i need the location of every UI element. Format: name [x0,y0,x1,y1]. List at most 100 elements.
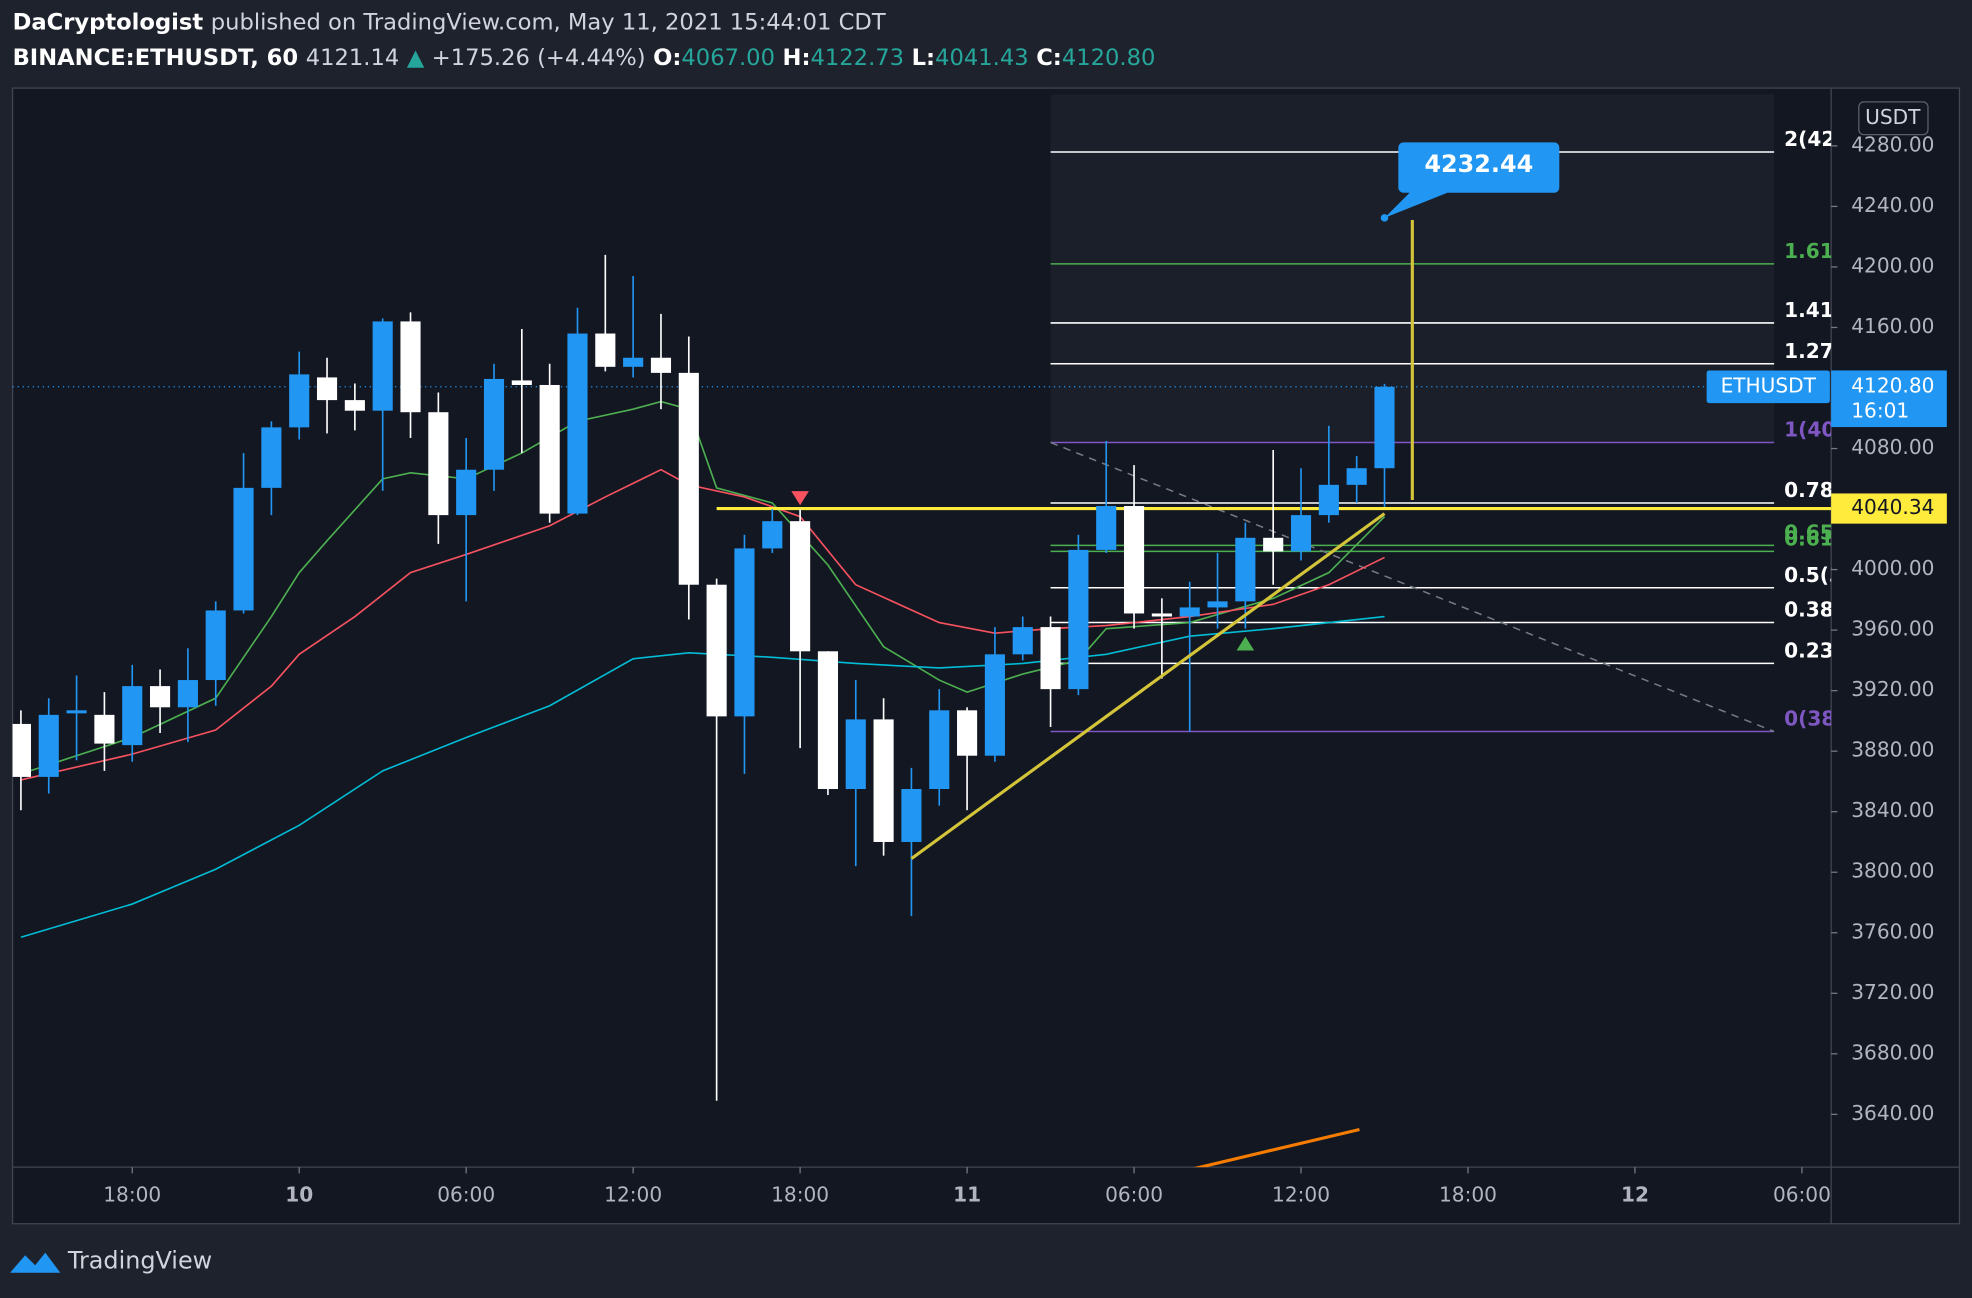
x-tick-label: 10 [285,1183,313,1207]
y-tick-label: 3760.00 [1851,919,1934,943]
candle-body [817,651,839,790]
hline-price-box [1831,493,1947,524]
candle-body [150,686,171,708]
x-tick-label: 18:00 [1439,1183,1497,1207]
candle-body [1151,613,1172,617]
y-tick-label: 4160.00 [1851,314,1934,338]
candle-body [957,710,978,756]
candle-body [66,710,87,714]
candle-body [790,521,811,652]
y-tick-label: 4000.00 [1851,556,1934,580]
candle-body [483,378,505,470]
candle-body [539,384,560,514]
x-tick-label: 18:00 [771,1183,829,1207]
target-label: 4232.44 [1424,150,1533,178]
candle-body [734,548,755,717]
unit-label: USDT [1865,105,1921,129]
candle-body [845,719,866,790]
fib-label: 0.5(3 [1784,563,1843,587]
candle-body [567,333,588,514]
candle-body [1123,506,1145,614]
y-tick-label: 3840.00 [1851,798,1934,822]
fib-label: 0.78 [1784,478,1834,502]
candle-body [595,333,616,367]
x-tick-label: 12 [1621,1183,1649,1207]
header-item: 4041.43 [935,44,1029,70]
author: DaCryptologist [13,9,204,35]
candle-body [901,789,922,842]
y-tick-label: 4080.00 [1851,435,1934,459]
signal-marker [791,491,809,506]
candle-body [1012,627,1033,655]
moving-average [20,615,1385,939]
candle-body [650,357,672,373]
published: published on TradingView.com, May 11, 20… [211,9,886,35]
header-item: L: [912,44,935,70]
brand: TradingView [67,1246,212,1274]
target-callout [1384,142,1560,218]
last-price-box [1831,370,1947,428]
candle-body [400,321,421,413]
y-tick-label: 3640.00 [1851,1101,1934,1125]
fib-label: 2(42 [1784,127,1835,151]
series-name-box [1706,370,1830,404]
header-item: O: [653,44,681,70]
y-tick-label: 3960.00 [1851,617,1934,641]
candle-body [678,372,699,585]
candle-body [428,412,449,516]
candle-body [873,719,894,842]
candle-body [706,584,727,717]
header-item: H: [783,44,811,70]
y-tick-label: 4280.00 [1851,132,1934,156]
candle-body [1040,627,1061,690]
y-tick-label: 3680.00 [1851,1040,1934,1064]
fib-label: 0.23 [1784,639,1834,663]
y-tick-label: 4240.00 [1851,193,1934,217]
candle-body [94,714,115,744]
candle-body [205,610,226,681]
candle-body [456,469,477,516]
y-tick-label: 3880.00 [1851,738,1934,762]
fib-label: 0.65 [1784,521,1834,545]
fib-trend [1050,441,1775,733]
header-item: 4067.00 [681,44,775,70]
header-item: 4121.14 [306,44,400,70]
candle-body [1318,484,1339,516]
candle-body [1207,601,1228,608]
overlay: 3640.00 3680.00 3720.00 3760.00 3800.00 3840.… [103,132,1947,1207]
candle-body [1346,468,1367,485]
fib-label: 0(38 [1784,707,1835,731]
fib-label: 1.41 [1784,298,1834,322]
candle-body [623,357,644,367]
header-item: ▲ [407,44,425,70]
fib-label: 0.38 [1784,598,1834,622]
candle-body [38,714,59,777]
y-tick-label: 3920.00 [1851,677,1934,701]
orange-line [1193,1127,1360,1168]
candle-body [1068,549,1089,690]
countdown: 16:01 [1851,398,1909,422]
candle-body [984,654,1005,756]
y-tick-label: 3720.00 [1851,980,1934,1004]
candle-body [1263,537,1284,552]
candle-body [344,400,365,411]
header-item: 4122.73 [811,44,905,70]
fib-label: 1.61 [1784,239,1834,263]
fib-label: 0.61 [1784,527,1834,551]
hline-price-label: 4040.34 [1851,495,1934,519]
header-item: C: [1036,44,1062,70]
header-item: BINANCE:ETHUSDT, 60 [13,44,299,70]
candle-body [1374,386,1395,469]
x-tick-label: 06:00 [1773,1183,1831,1207]
unit-box [1858,101,1929,136]
signal-marker [1236,636,1255,651]
candle-body [177,680,198,708]
x-tick-label: 12:00 [1272,1183,1330,1207]
candle-body [762,521,783,549]
candle-body [122,686,143,746]
x-tick-label: 06:00 [437,1183,495,1207]
x-tick-label: 06:00 [1105,1183,1163,1207]
candle-body [1179,607,1200,617]
